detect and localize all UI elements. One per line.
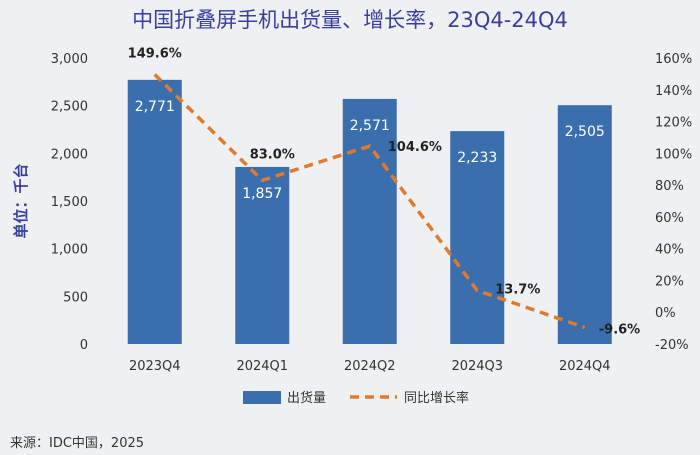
y-left-tick-label: 1,500 — [51, 195, 88, 210]
growth-rate-line — [153, 73, 586, 330]
legend-swatch-bars — [243, 391, 281, 404]
y-right-tick-label: 160% — [655, 52, 692, 67]
bar — [127, 79, 182, 345]
y-axis-label: 单位：千台 — [12, 163, 30, 238]
y-right-tick-label: 140% — [655, 84, 692, 99]
y-right-tick-label: 60% — [655, 211, 684, 226]
legend-label-line: 同比增长率 — [404, 390, 469, 406]
y-right-tick-label: 20% — [655, 274, 684, 289]
source-note: 来源：IDC中国，2025 — [10, 436, 144, 451]
y-right-tick-label: 100% — [655, 147, 692, 162]
line-value-label: 149.6% — [128, 47, 182, 62]
bar-value-label: 2,505 — [565, 124, 605, 140]
y-left-tick-label: 500 — [63, 290, 88, 305]
line-value-label: 13.7% — [495, 282, 540, 297]
x-tick-label: 2023Q4 — [129, 359, 181, 374]
bar — [450, 131, 505, 344]
x-tick-label: 2024Q2 — [344, 359, 396, 374]
y-right-tick-label: -20% — [655, 338, 689, 353]
bar-value-label: 2,233 — [457, 150, 497, 166]
y-left-tick-label: 1,000 — [51, 243, 88, 258]
y-right-tick-label: 80% — [655, 179, 684, 194]
x-tick-label: 2024Q4 — [559, 359, 611, 374]
y-right-tick-label: 40% — [655, 243, 684, 258]
bar — [557, 105, 612, 344]
y-left-tick-label: 2,000 — [51, 147, 88, 162]
x-tick-label: 2024Q1 — [236, 359, 288, 374]
y-left-tick-label: 3,000 — [51, 52, 88, 67]
line-value-label: 83.0% — [250, 147, 295, 162]
bar — [235, 166, 290, 344]
bar — [342, 98, 397, 344]
bar-value-label: 2,571 — [350, 118, 390, 134]
line-value-label: 104.6% — [388, 140, 442, 155]
x-tick-label: 2024Q3 — [451, 359, 503, 374]
y-right-tick-label: 120% — [655, 116, 692, 131]
bar-value-label: 2,771 — [135, 99, 175, 115]
y-left-tick-label: 2,500 — [51, 100, 88, 115]
y-right-tick-label: 0% — [655, 306, 676, 321]
y-left-tick-label: 0 — [80, 338, 88, 353]
line-value-label: -9.6% — [599, 322, 640, 337]
chart-title: 中国折叠屏手机出货量、增长率，23Q4-24Q4 — [132, 8, 568, 32]
bar-value-label: 1,857 — [242, 186, 282, 202]
legend-label-bars: 出货量 — [287, 390, 326, 406]
